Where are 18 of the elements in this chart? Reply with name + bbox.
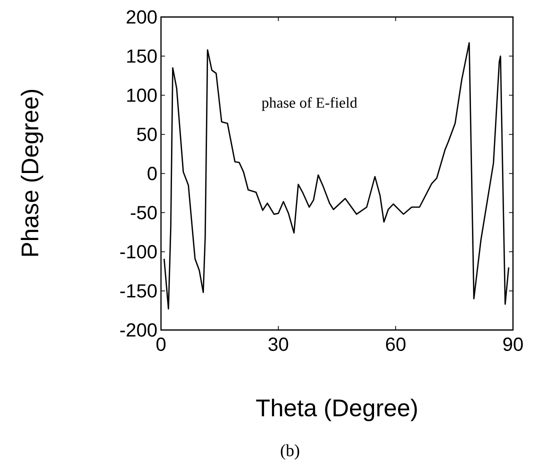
x-tick-label: 30	[268, 338, 288, 351]
x-tick-label: 0	[156, 338, 166, 351]
annotation: phase of E-field	[262, 97, 358, 111]
y-tick-label: 200	[126, 10, 157, 24]
y-tick-label: 100	[127, 88, 157, 102]
y-tick-label: 150	[127, 49, 157, 63]
y-tick-label: -100	[120, 245, 157, 258]
x-axis-title: Theta (Degree)	[256, 398, 417, 422]
y-tick-label: 50	[137, 128, 157, 142]
y-tick-label: -200	[120, 323, 157, 337]
text: (b)	[280, 444, 300, 460]
y-axis-title: Phase (Degree)	[20, 90, 44, 256]
y-tick-label: -50	[130, 206, 157, 220]
y-tick-label: -150	[120, 284, 157, 298]
x-tick-label: 60	[386, 338, 406, 351]
x-tick-label: 90	[503, 338, 523, 351]
y-tick-label: 0	[148, 166, 157, 180]
line-series	[163, 42, 510, 310]
